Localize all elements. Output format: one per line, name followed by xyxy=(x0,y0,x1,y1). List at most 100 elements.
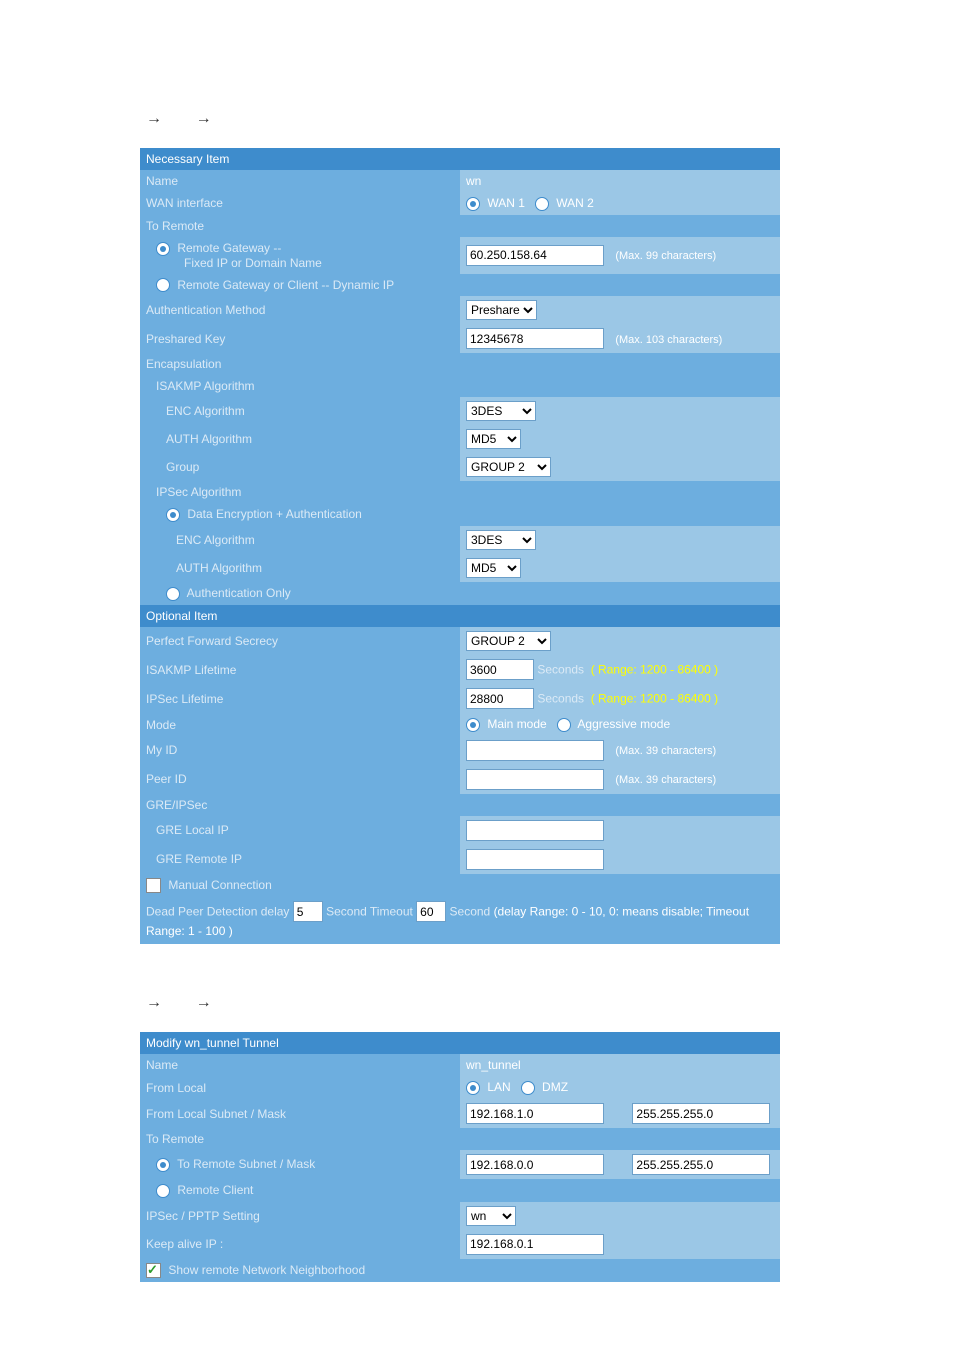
panel-title: Necessary Item xyxy=(140,148,780,170)
to-remote-mask-input[interactable] xyxy=(632,1154,770,1175)
group-select[interactable]: GROUP 2 xyxy=(466,457,551,477)
enc-algorithm-label: ENC Algorithm xyxy=(140,397,460,425)
data-enc-auth-label: Data Encryption + Authentication xyxy=(187,507,361,521)
wan1-radio[interactable] xyxy=(466,197,480,211)
preshared-key-input[interactable] xyxy=(466,328,604,349)
seconds-label2: Seconds xyxy=(537,692,584,706)
auth-only-label: Authentication Only xyxy=(187,586,291,600)
tunnel-name-label: Name xyxy=(140,1054,460,1076)
show-remote-nn-label: Show remote Network Neighborhood xyxy=(168,1263,365,1277)
gre-local-ip-input[interactable] xyxy=(466,820,604,841)
auth-only-radio[interactable] xyxy=(166,587,180,601)
auth-algorithm2-select[interactable]: MD5 xyxy=(466,558,521,578)
lan-radio[interactable] xyxy=(466,1081,480,1095)
dmz-label: DMZ xyxy=(542,1080,568,1094)
seconds-label: Seconds xyxy=(537,663,584,677)
dpd-prefix: Dead Peer Detection delay xyxy=(146,905,289,919)
optional-item-title: Optional Item xyxy=(140,605,780,627)
breadcrumb-1: → → xyxy=(140,110,954,128)
peer-id-label: Peer ID xyxy=(140,765,460,794)
gre-local-ip-label: GRE Local IP xyxy=(140,816,460,845)
encapsulation-label: Encapsulation xyxy=(140,353,780,375)
arrow-icon: → xyxy=(196,994,212,1011)
gre-remote-ip-input[interactable] xyxy=(466,849,604,870)
my-id-input[interactable] xyxy=(466,740,604,761)
show-remote-nn-checkbox[interactable] xyxy=(146,1263,161,1278)
to-remote-subnet-radio[interactable] xyxy=(156,1158,170,1172)
ipsec-lifetime-label: IPSec Lifetime xyxy=(140,684,460,713)
gre-ipsec-label: GRE/IPSec xyxy=(140,794,780,816)
to-remote-subnet-input[interactable] xyxy=(466,1154,604,1175)
keepalive-label: Keep alive IP : xyxy=(140,1230,460,1259)
remote-gateway-fixed-radio[interactable] xyxy=(156,242,170,256)
peer-id-hint: (Max. 39 characters) xyxy=(615,774,716,786)
auth-algorithm-select[interactable]: MD5 xyxy=(466,429,521,449)
pfs-label: Perfect Forward Secrecy xyxy=(140,627,460,655)
gre-remote-ip-label: GRE Remote IP xyxy=(140,845,460,874)
manual-connection-label: Manual Connection xyxy=(168,878,271,892)
manual-connection-checkbox[interactable] xyxy=(146,878,161,893)
tunnel-title: Modify wn_tunnel Tunnel xyxy=(140,1032,780,1054)
range-label2: ( Range: 1200 - 86400 ) xyxy=(591,692,718,706)
isakmp-lifetime-input[interactable] xyxy=(466,659,534,680)
ipsec-pptp-select[interactable]: wn xyxy=(466,1206,516,1226)
group-label: Group xyxy=(140,453,460,481)
ipsec-algorithm-label: IPSec Algorithm xyxy=(140,481,780,503)
remote-client-label: Remote Client xyxy=(177,1183,253,1197)
arrow-icon: → xyxy=(146,994,162,1011)
ipsec-pptp-label: IPSec / PPTP Setting xyxy=(140,1202,460,1230)
tunnel-name-value: wn_tunnel xyxy=(466,1058,521,1072)
data-enc-auth-radio[interactable] xyxy=(166,508,180,522)
enc-algorithm-select[interactable]: 3DES xyxy=(466,401,536,421)
enc-algorithm2-select[interactable]: 3DES xyxy=(466,530,536,550)
auth-method-label: Authentication Method xyxy=(140,296,460,324)
lan-label: LAN xyxy=(487,1080,510,1094)
name-value: wn xyxy=(466,174,481,188)
auth-algorithm-label: AUTH Algorithm xyxy=(140,425,460,453)
tunnel-panel: Modify wn_tunnel Tunnel Name wn_tunnel F… xyxy=(140,1032,780,1282)
to-remote-label: To Remote xyxy=(140,215,780,237)
wan2-radio[interactable] xyxy=(535,197,549,211)
wan-interface-label: WAN interface xyxy=(140,192,460,215)
dpd-timeout-input[interactable] xyxy=(416,901,446,922)
wan1-label: WAN 1 xyxy=(487,196,525,210)
remote-client-radio[interactable] xyxy=(156,1184,170,1198)
arrow-icon: → xyxy=(196,110,212,127)
my-id-label: My ID xyxy=(140,736,460,765)
dpd-delay-input[interactable] xyxy=(293,901,323,922)
tunnel-to-remote-label: To Remote xyxy=(140,1128,780,1150)
breadcrumb-2: → → xyxy=(140,994,954,1012)
aggressive-mode-radio[interactable] xyxy=(557,718,571,732)
name-label: Name xyxy=(140,170,460,192)
remote-gateway-ip-input[interactable] xyxy=(466,245,604,266)
arrow-icon: → xyxy=(146,110,162,127)
auth-method-select[interactable]: Preshare xyxy=(466,300,537,320)
my-id-hint: (Max. 39 characters) xyxy=(615,745,716,757)
from-local-subnet-label: From Local Subnet / Mask xyxy=(140,1099,460,1128)
psk-hint: (Max. 103 characters) xyxy=(615,334,722,346)
mode-label: Mode xyxy=(140,713,460,736)
main-mode-label: Main mode xyxy=(487,717,546,731)
aggressive-mode-label: Aggressive mode xyxy=(577,717,670,731)
from-local-mask-input[interactable] xyxy=(632,1103,770,1124)
keepalive-input[interactable] xyxy=(466,1234,604,1255)
remote-gateway-dynamic-label: Remote Gateway or Client -- Dynamic IP xyxy=(177,278,394,292)
dpd-second: Second xyxy=(450,905,491,919)
peer-id-input[interactable] xyxy=(466,769,604,790)
range-label: ( Range: 1200 - 86400 ) xyxy=(591,663,718,677)
wan2-label: WAN 2 xyxy=(556,196,594,210)
necessary-item-panel: Necessary Item Name wn WAN interface WAN… xyxy=(140,148,780,944)
dpd-mid: Second Timeout xyxy=(326,905,413,919)
enc-algorithm2-label: ENC Algorithm xyxy=(140,526,460,554)
rg-hint: (Max. 99 characters) xyxy=(615,250,716,262)
remote-gateway-dynamic-radio[interactable] xyxy=(156,278,170,292)
auth-algorithm2-label: AUTH Algorithm xyxy=(140,554,460,582)
isakmp-algorithm-label: ISAKMP Algorithm xyxy=(140,375,780,397)
dmz-radio[interactable] xyxy=(521,1081,535,1095)
remote-gateway-fixed-sub: Fixed IP or Domain Name xyxy=(184,256,322,270)
ipsec-lifetime-input[interactable] xyxy=(466,688,534,709)
preshared-key-label: Preshared Key xyxy=(140,324,460,353)
pfs-select[interactable]: GROUP 2 xyxy=(466,631,551,651)
from-local-subnet-input[interactable] xyxy=(466,1103,604,1124)
main-mode-radio[interactable] xyxy=(466,718,480,732)
